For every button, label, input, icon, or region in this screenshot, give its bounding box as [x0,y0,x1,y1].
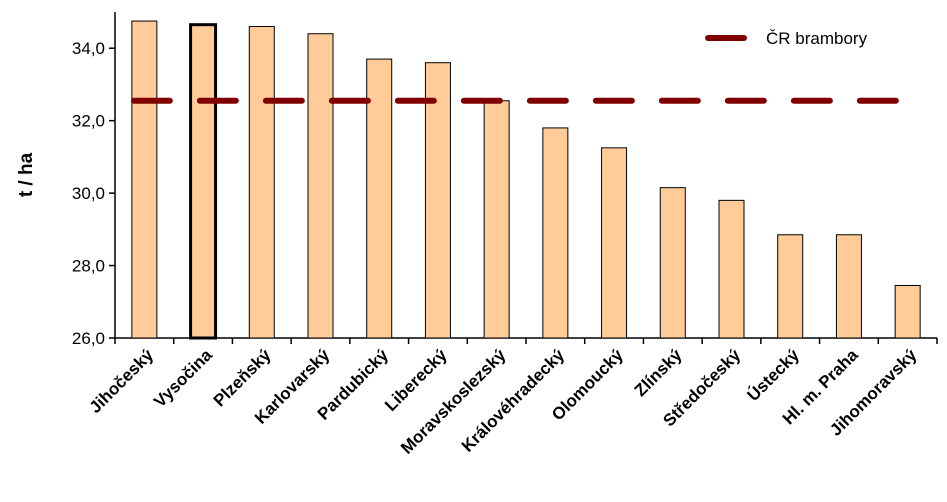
category-label: Jihočeský [86,345,158,417]
bar [307,33,334,339]
axes [109,12,938,344]
category-labels: JihočeskýVysočinaPlzeňskýKarlovarskýPard… [86,345,921,458]
bar [894,284,921,339]
y-tick-label: 28,0 [72,257,105,276]
bar [659,187,686,339]
y-axis-title: t / ha [16,152,37,197]
category-label: Moravskoslezský [397,345,510,458]
bar [366,58,393,339]
bars [131,20,921,340]
y-tick-label: 26,0 [72,329,105,348]
legend-label: ČR brambory [766,29,868,48]
category-label: Vysočina [150,345,216,411]
category-label: Ústecký [743,345,803,405]
y-tick-label: 34,0 [72,39,105,58]
bar [131,20,158,339]
category-label: Královéhradecký [458,345,569,456]
bar [483,100,510,339]
bar [718,199,745,339]
bar [424,62,451,339]
bar [542,127,569,339]
bar [248,25,275,339]
legend: ČR brambory [705,29,868,48]
bar [835,234,862,339]
bar [601,147,628,339]
bar [189,23,218,340]
bar [777,234,804,339]
y-tick-labels: 26,0 28,0 30,0 32,0 34,0 [72,39,105,348]
y-tick-label: 30,0 [72,184,105,203]
y-tick-label: 32,0 [72,112,105,131]
category-label: Zlínský [631,345,686,400]
